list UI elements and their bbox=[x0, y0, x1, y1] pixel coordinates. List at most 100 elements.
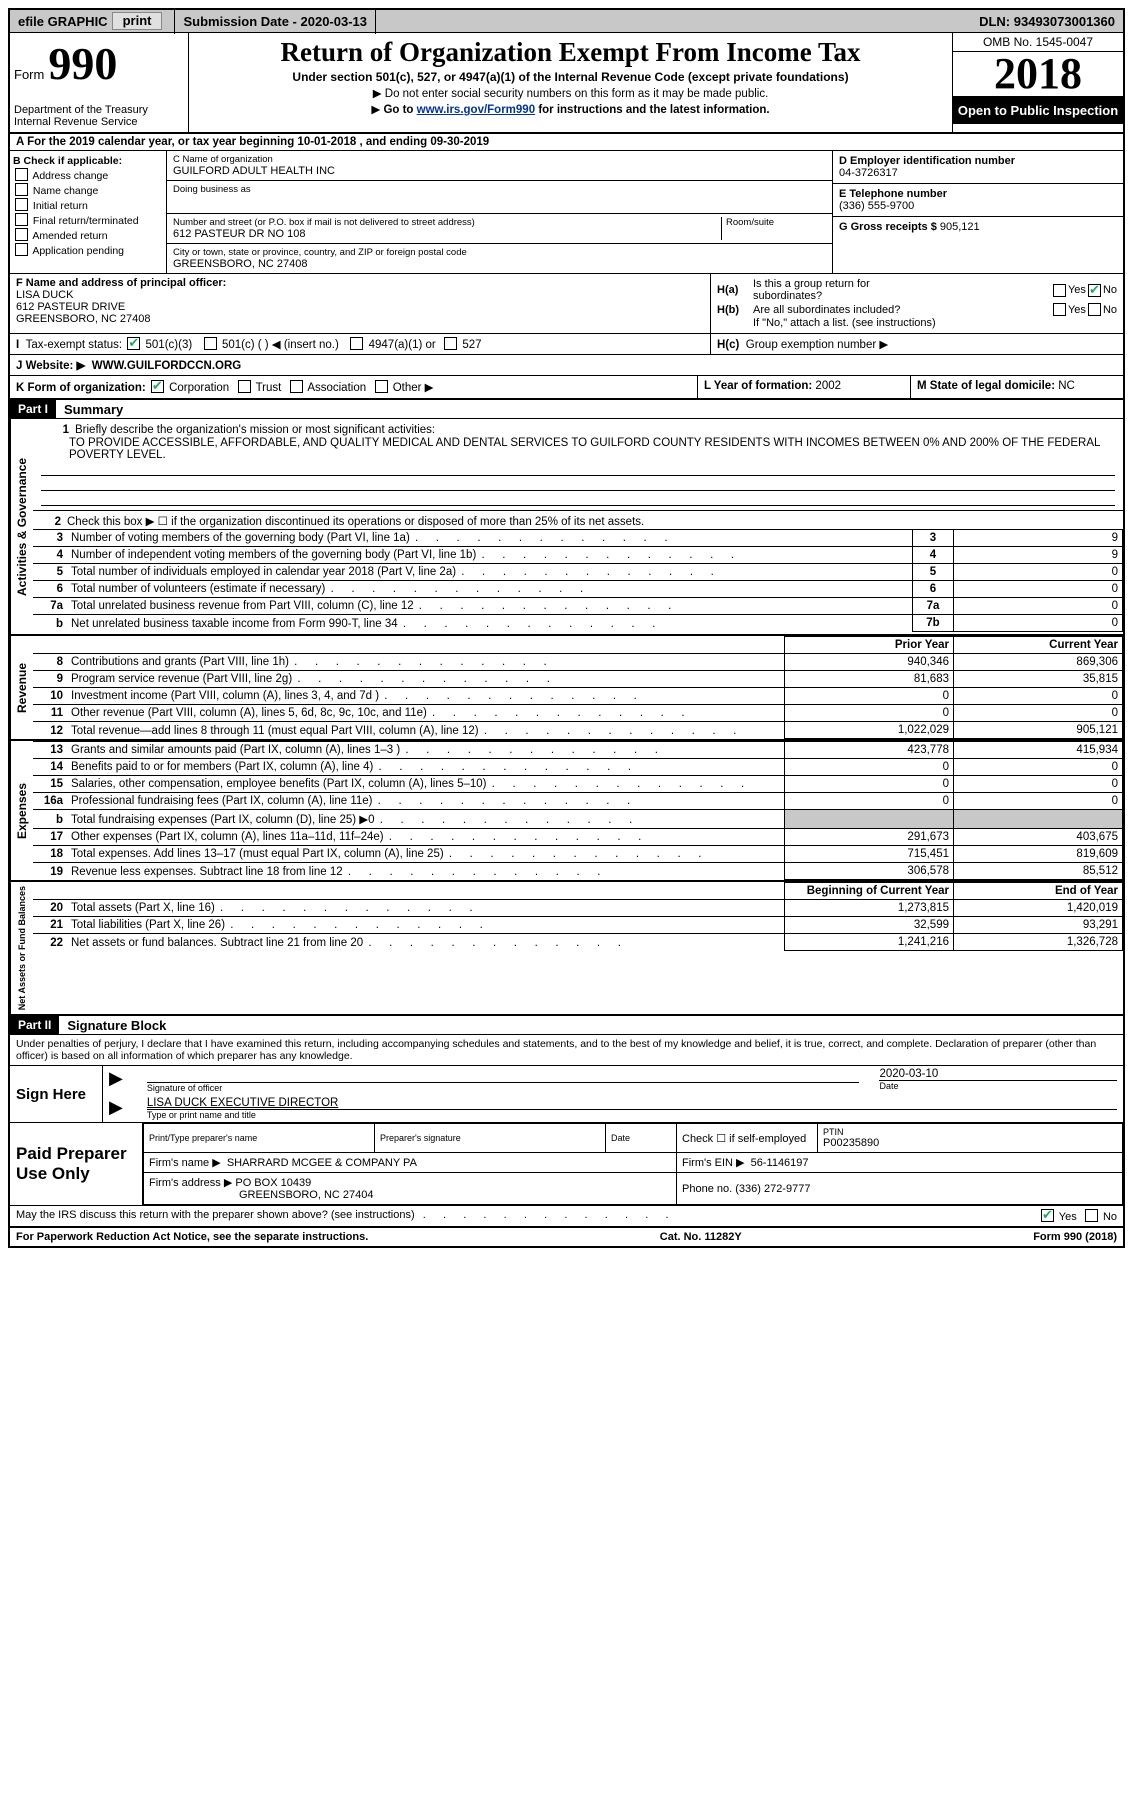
dept-treasury: Department of the Treasury Internal Reve… bbox=[14, 104, 184, 128]
chk-pending[interactable]: Application pending bbox=[13, 243, 163, 257]
i-4947[interactable] bbox=[350, 337, 363, 350]
sub-date-value: 2020-03-13 bbox=[301, 14, 368, 29]
e-phone: (336) 555-9700 bbox=[839, 200, 914, 212]
ha-no[interactable] bbox=[1088, 284, 1101, 297]
k-trust[interactable] bbox=[238, 380, 251, 393]
title-right: OMB No. 1545-0047 2018 Open to Public In… bbox=[952, 33, 1123, 132]
k-opt1: Trust bbox=[256, 382, 282, 394]
pt-date-lbl: Date bbox=[611, 1133, 671, 1143]
hb-no[interactable] bbox=[1088, 303, 1101, 316]
firm-addr2: GREENSBORO, NC 27404 bbox=[149, 1189, 374, 1201]
d-ein: 04-3726317 bbox=[839, 167, 898, 179]
form-990-page: efile GRAPHIC print Submission Date - 20… bbox=[8, 8, 1125, 1248]
box-j: J Website: ▶ WWW.GUILFORDCCN.ORG bbox=[10, 355, 1123, 375]
k-assoc[interactable] bbox=[290, 380, 303, 393]
part2-title: Signature Block bbox=[59, 1018, 166, 1033]
k-lbl: K Form of organization: bbox=[16, 382, 146, 394]
box-f: F Name and address of principal officer:… bbox=[10, 274, 711, 333]
penalty-text: Under penalties of perjury, I declare th… bbox=[10, 1035, 1123, 1066]
box-h: H(a) Is this a group return for subordin… bbox=[711, 274, 1123, 333]
activities-table: 3 Number of voting members of the govern… bbox=[33, 529, 1123, 632]
k-corp[interactable] bbox=[151, 380, 164, 393]
i-opt2: 4947(a)(1) or bbox=[369, 339, 436, 351]
i-527[interactable] bbox=[444, 337, 457, 350]
discuss-no[interactable] bbox=[1085, 1209, 1098, 1222]
box-g: G Gross receipts $ 905,121 bbox=[833, 217, 1123, 237]
dln-label: DLN: bbox=[979, 14, 1010, 29]
expenses-table: 13 Grants and similar amounts paid (Part… bbox=[33, 741, 1123, 880]
opt-initial: Initial return bbox=[33, 200, 88, 212]
dln-value: 93493073001360 bbox=[1014, 14, 1115, 29]
pt-sig-lbl: Preparer's signature bbox=[380, 1133, 600, 1143]
sign-right: Signature of officer 2020-03-10 Date LIS… bbox=[103, 1066, 1123, 1122]
chk-self[interactable]: Check ☐ if self-employed bbox=[677, 1124, 818, 1153]
topbar-spacer bbox=[376, 8, 979, 34]
opt-pending: Application pending bbox=[32, 245, 124, 257]
q1-text: Briefly describe the organization's miss… bbox=[75, 424, 1115, 436]
part1-title: Summary bbox=[56, 402, 123, 417]
k-other[interactable] bbox=[375, 380, 388, 393]
f-lbl: F Name and address of principal officer: bbox=[16, 277, 226, 289]
title-sub3: Go to www.irs.gov/Form990 for instructio… bbox=[193, 102, 948, 116]
sub-date-label: Submission Date - bbox=[183, 14, 296, 29]
f-addr1: 612 PASTEUR DRIVE bbox=[16, 301, 125, 313]
opt-final: Final return/terminated bbox=[33, 215, 139, 227]
goto-post: for instructions and the latest informat… bbox=[538, 104, 769, 116]
part1-activities: Activities & Governance 1 Briefly descri… bbox=[10, 419, 1123, 636]
chk-name[interactable]: Name change bbox=[13, 183, 163, 197]
irs-link[interactable]: www.irs.gov/Form990 bbox=[417, 104, 535, 116]
j-website[interactable]: WWW.GUILFORDCCN.ORG bbox=[92, 360, 241, 372]
tax-year: 2018 bbox=[953, 52, 1123, 97]
c-name-lbl: C Name of organization bbox=[173, 154, 826, 165]
form-word: Form bbox=[14, 67, 44, 82]
pra-notice: For Paperwork Reduction Act Notice, see … bbox=[16, 1231, 368, 1243]
sig-date-lbl: Date bbox=[879, 1080, 1117, 1091]
ha-yes[interactable] bbox=[1053, 284, 1066, 297]
cat-no: Cat. No. 11282Y bbox=[660, 1231, 742, 1243]
line-a: A For the 2019 calendar year, or tax yea… bbox=[10, 134, 1123, 151]
c-name-val: GUILFORD ADULT HEALTH INC bbox=[173, 165, 826, 177]
g-receipts: 905,121 bbox=[940, 221, 980, 233]
c-dba-lbl: Doing business as bbox=[173, 184, 826, 195]
print-button[interactable]: print bbox=[112, 12, 163, 30]
i-501c[interactable] bbox=[204, 337, 217, 350]
form-ref: Form 990 (2018) bbox=[1033, 1231, 1117, 1243]
part2-header-row: Part II Signature Block bbox=[10, 1016, 1123, 1035]
m-state: NC bbox=[1058, 380, 1075, 392]
sidebar-expenses: Expenses bbox=[10, 741, 33, 880]
mission-text: TO PROVIDE ACCESSIBLE, AFFORDABLE, AND Q… bbox=[41, 437, 1115, 461]
ha-text: Is this a group return for bbox=[753, 278, 870, 290]
i-501c3[interactable] bbox=[127, 337, 140, 350]
k-opt3: Other ▶ bbox=[393, 382, 434, 394]
chk-amended[interactable]: Amended return bbox=[13, 228, 163, 242]
chk-address[interactable]: Address change bbox=[13, 168, 163, 182]
k-opt2: Association bbox=[307, 382, 366, 394]
entity-right: D Employer identification number 04-3726… bbox=[832, 151, 1123, 273]
title-mid: Return of Organization Exempt From Incom… bbox=[189, 33, 952, 132]
title-left: Form 990 Department of the Treasury Inte… bbox=[10, 33, 189, 132]
klm-row: K Form of organization: Corporation Trus… bbox=[10, 376, 1123, 400]
discuss-row: May the IRS discuss this return with the… bbox=[10, 1206, 1123, 1228]
part1-header: Part I bbox=[10, 400, 56, 418]
firm-name: SHARRARD MCGEE & COMPANY PA bbox=[227, 1157, 417, 1169]
preparer-table: Print/Type preparer's name Preparer's si… bbox=[143, 1123, 1123, 1205]
box-i: I Tax-exempt status: 501(c)(3) 501(c) ( … bbox=[10, 334, 711, 354]
sig-arrow1 bbox=[109, 1068, 127, 1093]
discuss-yes[interactable] bbox=[1041, 1209, 1054, 1222]
box-b: B Check if applicable: Address change Na… bbox=[10, 151, 167, 273]
box-e: E Telephone number (336) 555-9700 bbox=[833, 184, 1123, 217]
chk-initial[interactable]: Initial return bbox=[13, 198, 163, 212]
i-row: I Tax-exempt status: 501(c)(3) 501(c) ( … bbox=[10, 334, 1123, 355]
pt-name-lbl: Print/Type preparer's name bbox=[149, 1133, 369, 1143]
hb-yes[interactable] bbox=[1053, 303, 1066, 316]
i-lbl: Tax-exempt status: bbox=[26, 339, 123, 351]
ha-text2: subordinates? bbox=[753, 290, 822, 302]
chk-final[interactable]: Final return/terminated bbox=[13, 213, 163, 227]
efile-label: efile GRAPHIC print bbox=[10, 8, 175, 34]
sign-here-row: Sign Here Signature of officer 2020-03-1… bbox=[10, 1066, 1123, 1123]
open-inspection: Open to Public Inspection bbox=[953, 97, 1123, 124]
revenue-table: Prior YearCurrent Year8 Contributions an… bbox=[33, 636, 1123, 739]
firm-name-lbl: Firm's name ▶ bbox=[149, 1157, 221, 1169]
title-row: Form 990 Department of the Treasury Inte… bbox=[10, 33, 1123, 134]
opt-amended: Amended return bbox=[32, 230, 107, 242]
